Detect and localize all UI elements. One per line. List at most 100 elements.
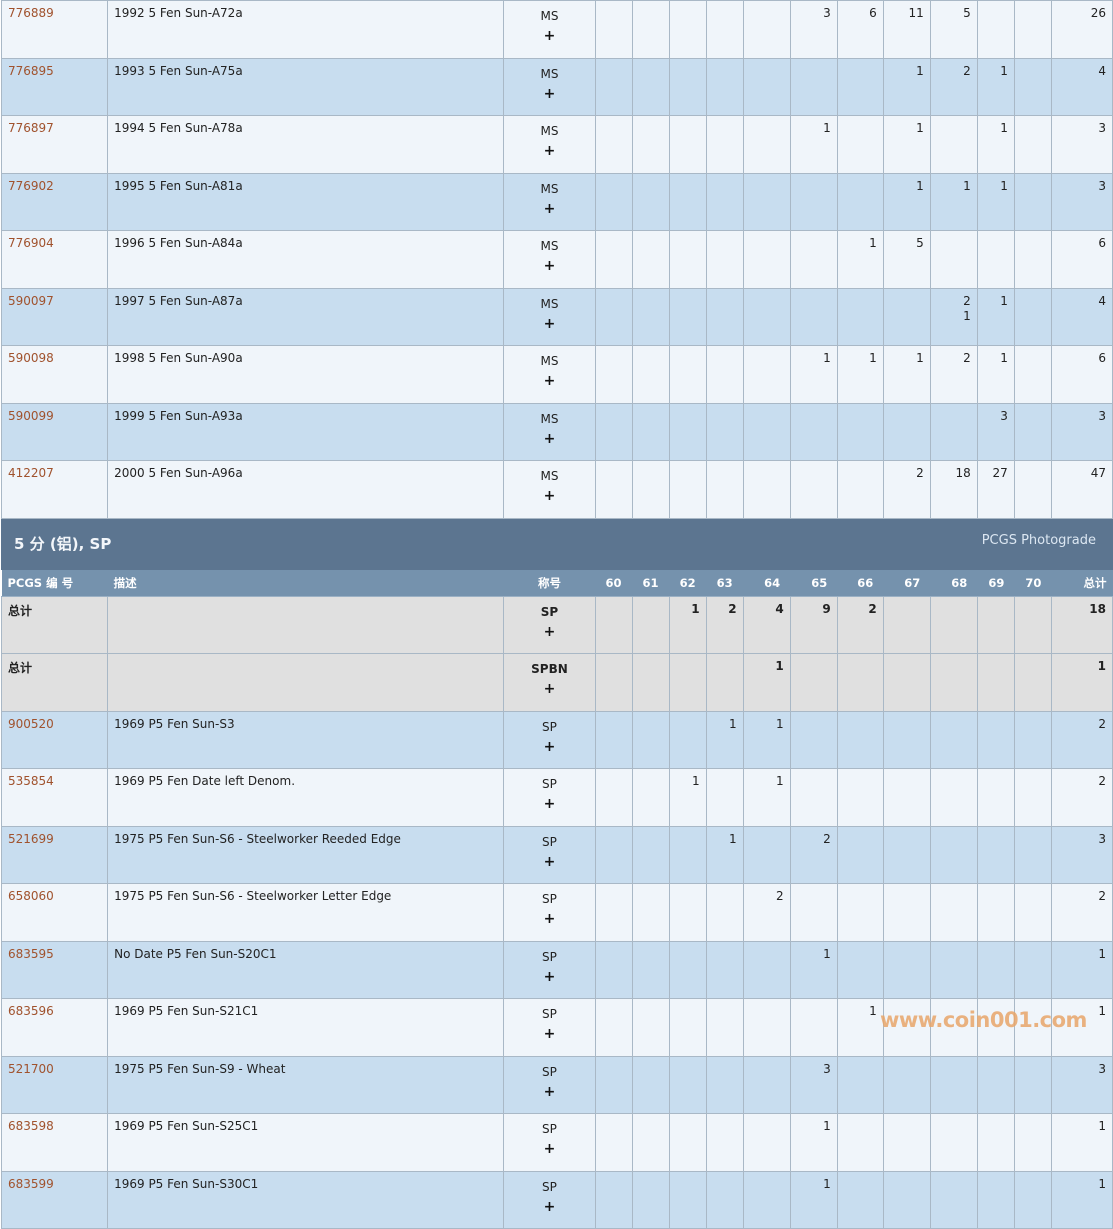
designation-text: SPBN — [531, 662, 568, 676]
expand-plus-button[interactable]: + — [543, 28, 556, 44]
expand-plus-button[interactable]: + — [543, 911, 556, 927]
expand-plus-button[interactable]: + — [543, 85, 556, 102]
expand-plus-button[interactable]: + — [543, 796, 556, 812]
grade-62-cell: 1 — [668, 768, 707, 827]
pcgs-number-link[interactable]: 535854 — [8, 774, 54, 788]
column-header-grade-66[interactable]: 66 — [837, 568, 884, 597]
pcgs-number-link[interactable]: 521699 — [8, 831, 54, 846]
grade-64-cell — [742, 57, 791, 116]
grade-65-cell: 3 — [789, 0, 838, 59]
pcgs-number-link[interactable]: 776902 — [8, 178, 54, 193]
expand-plus-button[interactable]: + — [543, 1198, 556, 1215]
expand-plus-button[interactable]: + — [543, 623, 556, 640]
expand-plus-button[interactable]: + — [543, 488, 556, 504]
pcgs-number-link[interactable]: 776904 — [8, 236, 54, 250]
pcgs-number-cell: 900520 — [0, 710, 109, 769]
grade-69-cell — [976, 940, 1015, 999]
expand-plus-button[interactable]: + — [543, 315, 556, 332]
expand-plus-button[interactable]: + — [543, 738, 556, 755]
grade-69-cell: 1 — [976, 345, 1015, 404]
column-header-grade-62[interactable]: 62 — [669, 568, 707, 597]
pcgs-number-cell: 总计 — [0, 653, 109, 712]
grade-60-cell — [594, 402, 633, 461]
column-header-grade-68[interactable]: 68 — [930, 568, 978, 597]
expand-plus-button[interactable]: + — [543, 373, 556, 389]
pcgs-number-link[interactable]: 590097 — [8, 293, 54, 308]
grade-63-cell — [705, 115, 744, 174]
grade-65-cell — [789, 460, 838, 519]
grade-63-cell: 2 — [705, 595, 744, 654]
total-cell: 1 — [1050, 653, 1113, 712]
column-header-grade-65[interactable]: 65 — [790, 568, 838, 597]
pcgs-number-link[interactable]: 776897 — [8, 121, 54, 135]
total-count: 3 — [1098, 831, 1106, 846]
description-cell: 1969 P5 Fen Sun-S21C1 — [107, 998, 505, 1057]
grade-64-cell — [742, 825, 791, 884]
pcgs-number-link[interactable]: 658060 — [8, 889, 54, 903]
column-header-description[interactable]: 描述 — [107, 568, 504, 597]
column-header-grade-69[interactable]: 69 — [977, 568, 1015, 597]
pcgs-number-link[interactable]: 590099 — [8, 408, 54, 423]
grade-count: 2 — [868, 601, 877, 616]
pcgs-number-link[interactable]: 683595 — [8, 946, 54, 961]
grade-63-cell — [705, 345, 744, 404]
grade-60-cell — [594, 825, 633, 884]
description-text: 1993 5 Fen Sun-A75a — [114, 63, 243, 78]
column-header-total[interactable]: 总计 — [1051, 568, 1113, 597]
column-header-grade-61[interactable]: 61 — [632, 568, 670, 597]
expand-plus-button[interactable]: + — [543, 430, 556, 447]
pcgs-number-link[interactable]: 683596 — [8, 1004, 54, 1018]
grade-68-cell — [929, 710, 978, 769]
grade-61-cell — [631, 940, 670, 999]
grade-65-cell — [789, 768, 838, 827]
grade-61-cell — [631, 57, 670, 116]
pcgs-number-link[interactable]: 900520 — [8, 716, 54, 731]
pcgs-number-link[interactable]: 521700 — [8, 1061, 54, 1076]
grade-64-cell — [742, 940, 791, 999]
description-text: 1969 P5 Fen Sun-S25C1 — [114, 1119, 259, 1133]
grade-70-cell — [1013, 710, 1052, 769]
grade-69-cell — [976, 595, 1015, 654]
grade-64-cell — [742, 1113, 791, 1172]
expand-plus-button[interactable]: + — [543, 1083, 556, 1100]
column-header-grade-60[interactable]: 60 — [595, 568, 633, 597]
column-header-pcgs-number[interactable]: PCGS 编 号 — [1, 568, 108, 597]
expand-plus-button[interactable]: + — [543, 1141, 556, 1157]
grade-65-cell: 1 — [789, 345, 838, 404]
expand-plus-button[interactable]: + — [543, 143, 556, 159]
grade-count: 1 — [823, 351, 831, 365]
grade-70-cell — [1013, 115, 1052, 174]
total-count: 1 — [1098, 946, 1106, 961]
pcgs-number-link[interactable]: 683599 — [8, 1176, 54, 1191]
column-header-grade-67[interactable]: 67 — [883, 568, 931, 597]
total-cell: 18 — [1050, 595, 1113, 654]
expand-plus-button[interactable]: + — [543, 968, 556, 985]
total-cell: 6 — [1050, 230, 1113, 289]
column-header-designation[interactable]: 称号 — [503, 568, 596, 597]
pcgs-number-link[interactable]: 776895 — [8, 63, 54, 78]
pcgs-number-link[interactable]: 590098 — [8, 351, 54, 365]
expand-plus-button[interactable]: + — [543, 853, 556, 870]
pcgs-number-link[interactable]: 683598 — [8, 1119, 54, 1133]
grade-64-cell — [742, 1170, 791, 1229]
grade-67-cell: 1 — [882, 115, 931, 174]
expand-plus-button[interactable]: + — [543, 258, 556, 274]
expand-plus-button[interactable]: + — [543, 1026, 556, 1042]
column-header-grade-64[interactable]: 64 — [743, 568, 791, 597]
grade-count: 2 1 — [963, 293, 971, 323]
expand-plus-button[interactable]: + — [543, 681, 556, 697]
column-header-grade-70[interactable]: 70 — [1014, 568, 1052, 597]
column-header-grade-63[interactable]: 63 — [706, 568, 744, 597]
photograde-link[interactable]: PCGS Photograde — [981, 533, 1096, 548]
grade-61-cell — [631, 172, 670, 231]
pcgs-number-cell: 683596 — [0, 998, 109, 1057]
expand-plus-button[interactable]: + — [543, 200, 556, 217]
grade-count: 1 — [1000, 351, 1008, 365]
grade-66-cell — [836, 1113, 884, 1172]
pcgs-number-link[interactable]: 776889 — [8, 6, 54, 20]
pcgs-number-link[interactable]: 412207 — [8, 466, 54, 480]
section-header: PCGS Photograde 5 分 (铝), SP — [1, 517, 1113, 570]
grade-69-cell — [976, 653, 1015, 712]
total-count: 4 — [1098, 293, 1106, 308]
grade-67-cell: 1 — [882, 345, 931, 404]
